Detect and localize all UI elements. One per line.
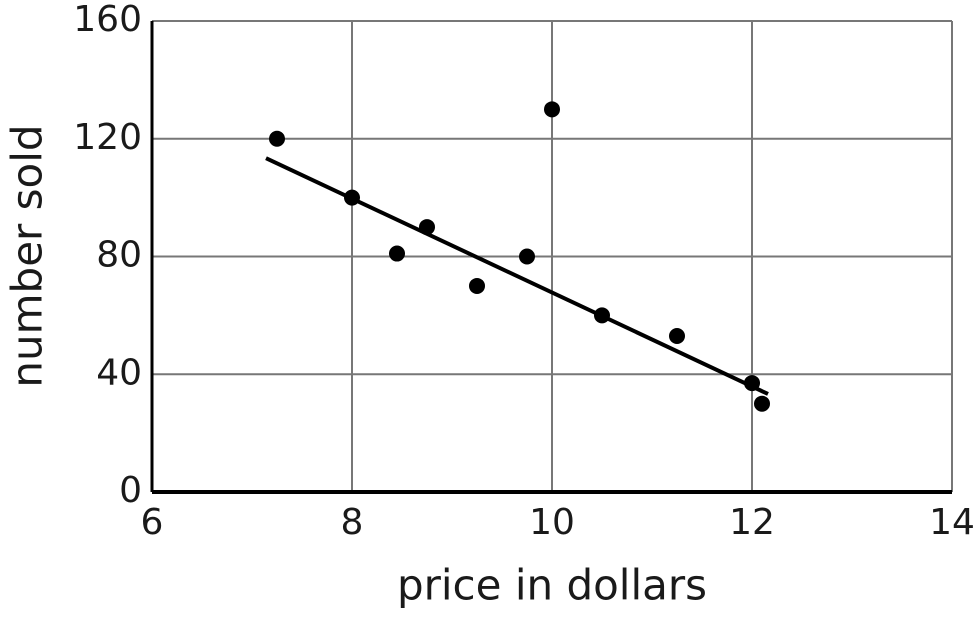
x-tick-label: 6 bbox=[141, 502, 164, 543]
y-tick-label: 120 bbox=[73, 117, 142, 158]
point bbox=[269, 130, 285, 147]
point bbox=[419, 219, 435, 236]
x-axis-label: price in dollars bbox=[397, 561, 707, 610]
y-tick-label: 0 bbox=[119, 470, 142, 511]
point bbox=[744, 375, 760, 392]
y-axis-label: number sold bbox=[3, 124, 52, 387]
x-tick-label: 12 bbox=[729, 502, 775, 543]
point bbox=[344, 189, 360, 206]
y-tick-label: 40 bbox=[96, 352, 142, 393]
point bbox=[544, 101, 560, 118]
x-tick-label: 10 bbox=[529, 502, 575, 543]
point bbox=[519, 248, 535, 265]
point bbox=[594, 307, 610, 324]
y-tick-label: 80 bbox=[96, 235, 142, 276]
trend-line bbox=[265, 156, 769, 396]
point bbox=[389, 245, 405, 262]
x-tick-label: 14 bbox=[929, 502, 975, 543]
point bbox=[669, 327, 685, 344]
point bbox=[754, 395, 770, 412]
x-tick-label: 8 bbox=[341, 502, 364, 543]
y-tick-label: 160 bbox=[73, 0, 142, 40]
point bbox=[469, 277, 485, 294]
